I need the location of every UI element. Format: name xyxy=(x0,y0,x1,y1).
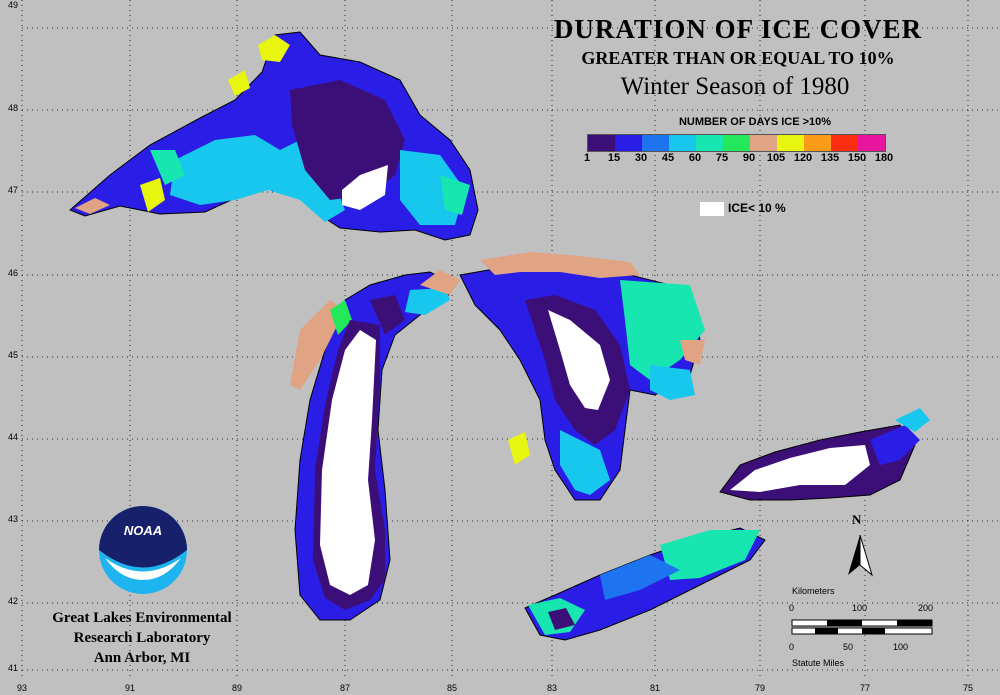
map-title: DURATION OF ICE COVER xyxy=(553,14,923,44)
scale-km-tick: 0 xyxy=(789,603,795,613)
latitude-label: 48 xyxy=(8,103,19,113)
latitude-label: 47 xyxy=(8,185,19,195)
longitude-label: 77 xyxy=(859,683,871,693)
lake-michigan xyxy=(290,270,460,621)
scale-mi-tick: 0 xyxy=(789,642,795,652)
season-label: Winter Season of 1980 xyxy=(620,73,850,100)
legend-swatch xyxy=(750,135,777,151)
legend-tick-label: 15 xyxy=(607,152,621,164)
scale-mi-title: Statute Miles xyxy=(792,658,845,668)
lake-huron xyxy=(459,252,705,501)
longitude-label: 75 xyxy=(962,683,974,693)
legend-swatch xyxy=(723,135,750,151)
legend-tick-label: 150 xyxy=(847,152,867,164)
legend-swatch xyxy=(804,135,831,151)
lake-erie xyxy=(524,527,766,641)
legend-tick-label: 30 xyxy=(634,152,648,164)
latitude-label: 43 xyxy=(8,514,19,524)
latitude-label: 44 xyxy=(8,432,19,442)
lake-superior xyxy=(69,31,479,241)
legend-swatch xyxy=(696,135,723,151)
noaa-logo-text: NOAA xyxy=(123,523,163,538)
legend-tick-label: 120 xyxy=(793,152,813,164)
lab-location: Ann Arbor, MI xyxy=(93,650,191,666)
legend-tick-label: 180 xyxy=(874,152,894,164)
longitude-label: 85 xyxy=(446,683,458,693)
legend-title: NUMBER OF DAYS ICE >10% xyxy=(678,116,832,128)
longitude-label: 79 xyxy=(754,683,766,693)
lab-name-line1: Great Lakes Environmental xyxy=(52,610,232,626)
legend-swatch xyxy=(588,135,615,151)
legend-swatch xyxy=(831,135,858,151)
longitude-label: 89 xyxy=(231,683,243,693)
north-arrow-icon xyxy=(848,534,873,577)
noaa-logo xyxy=(99,506,187,594)
lab-name-line2: Research Laboratory xyxy=(73,630,211,646)
latitude-label: 42 xyxy=(8,596,19,606)
longitude-label: 91 xyxy=(124,683,136,693)
legend-tick-label: 60 xyxy=(688,152,702,164)
north-label: N xyxy=(852,512,862,527)
legend-swatch xyxy=(642,135,669,151)
legend-swatch xyxy=(615,135,642,151)
scale-mi-tick: 50 xyxy=(843,642,854,652)
legend-swatch xyxy=(858,135,885,151)
legend-ticks: 1 15 30 45 60 75 90 105 120 135 150 180 xyxy=(578,152,938,166)
legend-swatch xyxy=(777,135,804,151)
ice-legend-label: ICE< 10 % xyxy=(728,201,786,215)
scale-km-title: Kilometers xyxy=(792,586,835,596)
latitude-label: 45 xyxy=(8,350,19,360)
legend-tick-label: 135 xyxy=(820,152,840,164)
latitude-label: 49 xyxy=(8,0,19,10)
scale-bar xyxy=(791,619,933,635)
scale-mi-tick: 100 xyxy=(893,642,909,652)
ice-legend-swatch xyxy=(700,202,724,216)
legend-color-bar xyxy=(587,134,886,152)
longitude-label: 83 xyxy=(546,683,558,693)
longitude-label: 87 xyxy=(339,683,351,693)
latitude-label: 41 xyxy=(8,663,19,673)
scale-km-tick: 200 xyxy=(918,603,934,613)
lake-ontario xyxy=(719,408,930,501)
legend-tick-label: 1 xyxy=(583,152,591,164)
legend-swatch xyxy=(669,135,696,151)
legend-tick-label: 105 xyxy=(766,152,786,164)
legend-tick-label: 90 xyxy=(742,152,756,164)
legend-tick-label: 75 xyxy=(715,152,729,164)
scale-km-tick: 100 xyxy=(852,603,868,613)
longitude-label: 81 xyxy=(649,683,661,693)
legend-tick-label: 45 xyxy=(661,152,675,164)
longitude-label: 93 xyxy=(16,683,28,693)
map-subtitle: GREATER THAN OR EQUAL TO 10% xyxy=(581,48,895,68)
latitude-label: 46 xyxy=(8,268,19,278)
